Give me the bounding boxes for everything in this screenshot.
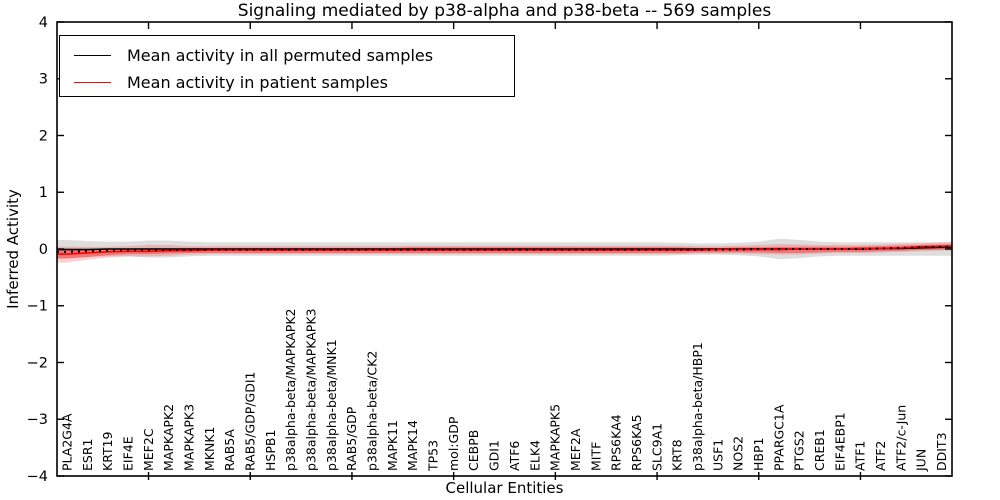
legend-item-patient: Mean activity in patient samples [74, 69, 514, 96]
y-tick-label: −3 [27, 412, 48, 428]
x-tick-label: MITF [588, 442, 603, 471]
x-tick-label: KRT8 [670, 439, 685, 471]
y-tick-label: 4 [39, 15, 48, 31]
legend-label-patient: Mean activity in patient samples [127, 73, 388, 92]
y-tick-label: −4 [27, 469, 48, 485]
x-tick-label: ATF6 [507, 441, 522, 471]
x-tick-label: DDIT3 [934, 432, 949, 471]
y-tick-label: 0 [39, 242, 48, 258]
x-tick-label: ELK4 [527, 440, 542, 471]
x-tick-label: MAPKAPK5 [548, 404, 563, 471]
x-tick-label: p38alpha-beta/HBP1 [690, 342, 705, 471]
x-tick-label: PPARGC1A [771, 404, 786, 471]
legend: Mean activity in all permuted samples Me… [59, 35, 515, 97]
x-tick-label: p38alpha-beta/CK2 [365, 351, 380, 471]
x-tick-label: HBP1 [751, 438, 766, 471]
y-tick-label: 2 [39, 128, 48, 144]
x-tick-label: SLC9A1 [649, 423, 664, 471]
y-tick-label: 3 [39, 72, 48, 88]
x-tick-label: USF1 [710, 439, 725, 471]
x-tick-label: RAB5/GDP/GDI1 [242, 372, 257, 471]
x-tick-label: MEF2C [141, 428, 156, 471]
x-tick-label: p38alpha-beta/MAPKAPK2 [283, 309, 298, 472]
x-tick-label: RAB5/GDP [344, 406, 359, 471]
x-tick-label: MEF2A [568, 428, 583, 471]
y-tick-label: −1 [27, 299, 48, 315]
x-tick-label: CREB1 [812, 429, 827, 471]
chart-title: Signaling mediated by p38-alpha and p38-… [237, 1, 772, 21]
x-tick-label: mol:GDP [446, 416, 461, 471]
x-tick-label: ATF2/c-Jun [893, 405, 908, 471]
x-tick-label: MAPK11 [385, 420, 400, 471]
band-patient-samples-outer-band [57, 242, 952, 263]
legend-item-permuted: Mean activity in all permuted samples [74, 42, 514, 69]
x-tick-label: CEBPB [466, 430, 481, 471]
x-tick-label: JUN [914, 449, 929, 472]
x-tick-label: p38alpha-beta/MNK1 [324, 339, 339, 471]
x-tick-label: TP53 [426, 440, 441, 472]
patient-line-swatch [74, 82, 111, 83]
x-tick-label: NOS2 [731, 436, 746, 471]
x-tick-label: ATF2 [873, 441, 888, 471]
x-axis-label: Cellular Entities [445, 479, 564, 497]
x-tick-label: EIF4E [120, 436, 135, 471]
series-line-1 [57, 245, 952, 255]
x-tick-label: MAPKAPK2 [161, 404, 176, 471]
y-tick-label: −2 [27, 355, 48, 371]
x-tick-label: MAPKAPK3 [181, 404, 196, 471]
x-tick-label: ESR1 [80, 439, 95, 471]
band-patient-samples-inner-band [57, 244, 952, 259]
x-tick-label: RPS6KA5 [629, 414, 644, 471]
x-tick-label: KRT19 [100, 431, 115, 471]
x-tick-label: ATF1 [853, 441, 868, 471]
x-tick-label: PLA2G4A [59, 413, 74, 471]
x-tick-label: GDI1 [487, 440, 502, 471]
x-tick-label: RPS6KA4 [609, 414, 624, 471]
y-tick-label: 1 [39, 185, 48, 201]
x-tick-label: p38alpha-beta/MAPKAPK3 [304, 309, 319, 472]
permuted-line-swatch [74, 55, 111, 56]
x-tick-label: HSPB1 [263, 430, 278, 471]
x-tick-label: MAPK14 [405, 420, 420, 471]
x-tick-label: RAB5A [222, 429, 237, 471]
legend-label-permuted: Mean activity in all permuted samples [127, 46, 434, 65]
x-tick-label: PTGS2 [792, 430, 807, 471]
x-tick-label: EIF4EBP1 [832, 412, 847, 471]
x-tick-label: MKNK1 [202, 427, 217, 471]
